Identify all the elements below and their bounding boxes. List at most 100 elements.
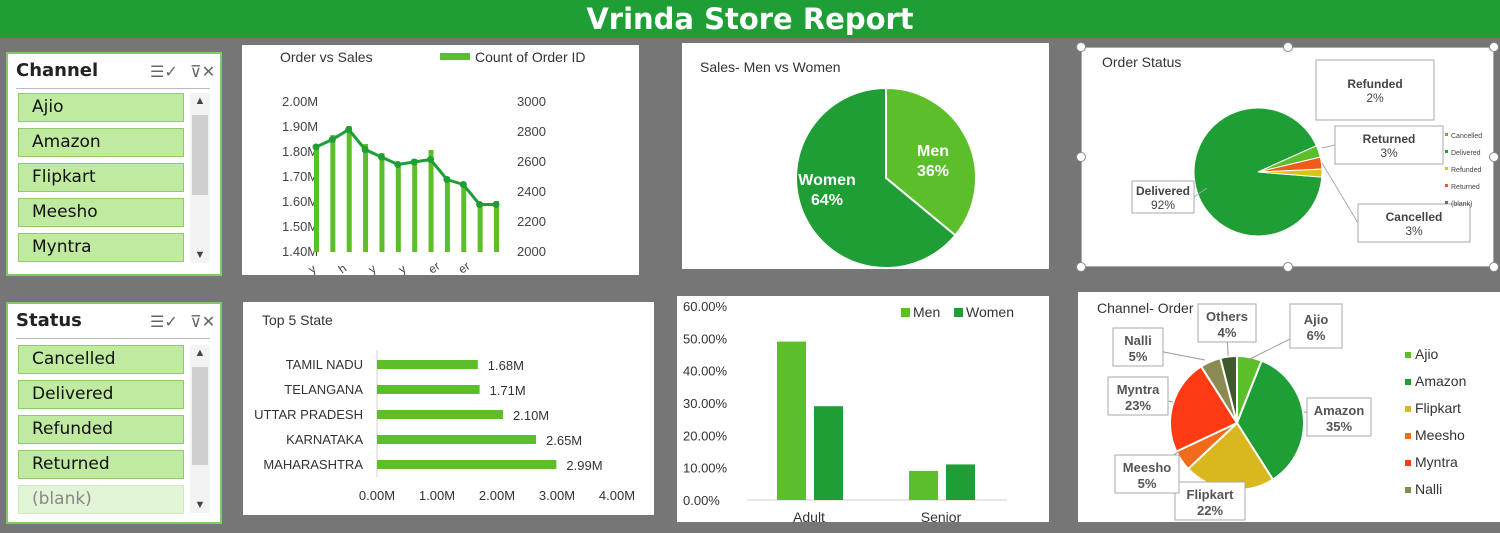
slicer-divider [16, 338, 210, 339]
slicer-item-returned[interactable]: Returned [18, 450, 184, 479]
order-vs-sales-chart[interactable]: Order vs Sales Count of Order ID 2.00M 1.… [242, 45, 639, 275]
status-scrollbar[interactable]: ▲ ▼ [190, 345, 210, 513]
legend-swatch [954, 308, 963, 317]
legend-swatch [901, 308, 910, 317]
slicer-item-amazon[interactable]: Amazon [18, 128, 184, 157]
resize-handle[interactable] [1489, 152, 1499, 162]
chart-title: Order vs Sales [280, 49, 373, 65]
y-tick: 40.00% [683, 364, 728, 379]
state-label: TAMIL NADU [286, 357, 363, 372]
scroll-thumb[interactable] [192, 367, 208, 465]
channel-slicer[interactable]: Channel ☰✓ ⊽✕ Ajio Amazon Flipkart Meesh… [6, 52, 222, 276]
order-bar [412, 159, 418, 252]
order-bar [363, 144, 369, 252]
age-gender-chart[interactable]: 60.00% 50.00% 40.00% 30.00% 20.00% 10.00% 0.00… [677, 296, 1049, 522]
sales-point [410, 158, 418, 166]
slicer-item-blank[interactable]: (blank) [18, 485, 184, 514]
resize-handle[interactable] [1076, 42, 1086, 52]
data-label-box [1114, 454, 1180, 494]
chart-title: Channel- Order [1097, 300, 1194, 316]
order-bar [494, 201, 499, 252]
y-tick: 10.00% [683, 461, 728, 476]
data-label-name: Others [1206, 309, 1248, 324]
legend-label: Myntra [1415, 454, 1458, 470]
sales-point [443, 176, 451, 183]
y-tick: 30.00% [683, 396, 728, 411]
legend-label: Nalli [1415, 481, 1442, 497]
order-bar [395, 165, 401, 252]
resize-handle[interactable] [1076, 152, 1086, 162]
state-label: KARNATAKA [286, 432, 363, 447]
data-label-box [1315, 59, 1435, 121]
data-label-value: 3% [1405, 224, 1423, 238]
multi-select-icon[interactable]: ☰✓ [150, 64, 178, 81]
sales-point [361, 146, 369, 153]
y-tick-right: 2600 [517, 154, 546, 169]
bar-data-label: 2.10M [513, 408, 549, 423]
x-tick: y [396, 262, 409, 275]
slicer-item-cancelled[interactable]: Cancelled [18, 345, 184, 374]
age-gender-plot: 60.00% 50.00% 40.00% 30.00% 20.00% 10.00% 0.00… [683, 299, 1014, 522]
data-label-name: Flipkart [1187, 487, 1235, 502]
channel-order-chart[interactable]: Channel- Order Ajio 6% Amazon 35% Flipkart 22… [1078, 292, 1500, 522]
state-bar [377, 410, 503, 419]
bar-men-senior [909, 470, 938, 500]
resize-handle[interactable] [1076, 262, 1086, 272]
order-vs-sales-plot: Order vs Sales Count of Order ID 2.00M 1.… [280, 49, 586, 275]
x-tick: Adult [793, 509, 825, 522]
bar-data-label: 1.68M [488, 358, 524, 373]
slice-name-men: Men [917, 143, 949, 160]
status-slicer-title: Status [16, 310, 82, 331]
scroll-thumb[interactable] [192, 115, 208, 195]
slicer-item-myntra[interactable]: Myntra [18, 233, 184, 262]
state-label: TELANGANA [284, 382, 363, 397]
bar-data-label: 2.99M [566, 458, 602, 473]
y-tick-right: 2800 [517, 124, 546, 139]
sales-men-women-chart[interactable]: Sales- Men vs Women Men 36% Women 64% [682, 43, 1049, 269]
order-bar [314, 147, 319, 252]
y-tick: 20.00% [683, 428, 728, 443]
legend-swatch [1405, 460, 1411, 466]
resize-handle[interactable] [1489, 262, 1499, 272]
scroll-up-icon[interactable]: ▲ [194, 347, 206, 359]
x-tick: er [426, 259, 443, 275]
scroll-down-icon[interactable]: ▼ [194, 249, 206, 261]
x-tick: h [336, 261, 350, 275]
channel-scrollbar[interactable]: ▲ ▼ [190, 93, 210, 263]
data-label-box [1131, 180, 1195, 214]
sales-men-women-plot: Sales- Men vs Women Men 36% Women 64% [700, 59, 977, 269]
data-label-box [1112, 327, 1164, 367]
pie-slice-refunded [1257, 168, 1323, 178]
slicer-item-meesho[interactable]: Meesho [18, 198, 184, 227]
sales-point [312, 143, 320, 151]
top5-state-chart[interactable]: Top 5 State TAMIL NADU 1.68M TELANGANA 1.71… [243, 302, 654, 515]
clear-filter-icon[interactable]: ⊽✕ [190, 64, 216, 81]
y-tick-left: 1.90M [282, 119, 318, 134]
y-tick: 60.00% [683, 299, 728, 314]
data-label-box [1174, 481, 1246, 521]
resize-handle[interactable] [1283, 42, 1293, 52]
sales-point [427, 156, 435, 163]
status-slicer[interactable]: Status ☰✓ ⊽✕ Cancelled Delivered Refunde… [6, 302, 222, 524]
clear-filter-icon[interactable]: ⊽✕ [190, 314, 216, 331]
data-label-value: 35% [1326, 419, 1352, 434]
slicer-item-delivered[interactable]: Delivered [18, 380, 184, 409]
legend-label: Flipkart [1415, 400, 1461, 416]
data-label-name: Returned [1363, 132, 1416, 146]
channel-order-plot: Channel- Order Ajio6%Amazon35%Flipkart22… [1097, 300, 1466, 521]
multi-select-icon[interactable]: ☰✓ [150, 314, 178, 331]
x-tick: y [366, 262, 379, 275]
slicer-item-flipkart[interactable]: Flipkart [18, 163, 184, 192]
slicer-item-refunded[interactable]: Refunded [18, 415, 184, 444]
order-status-plot: Order Status Refunded2%Returned3%Cancell… [1102, 54, 1482, 243]
order-status-chart[interactable]: Order Status Refunded 2% Returned 3% Cancell… [1081, 47, 1494, 267]
data-label-value: 92% [1151, 198, 1175, 212]
y-tick-left: 1.80M [282, 144, 318, 159]
data-label-box [1289, 303, 1343, 349]
resize-handle[interactable] [1489, 42, 1499, 52]
slicer-item-ajio[interactable]: Ajio [18, 93, 184, 122]
scroll-up-icon[interactable]: ▲ [194, 95, 206, 107]
scroll-down-icon[interactable]: ▼ [194, 499, 206, 511]
bar-women-adult [814, 406, 843, 500]
resize-handle[interactable] [1283, 262, 1293, 272]
